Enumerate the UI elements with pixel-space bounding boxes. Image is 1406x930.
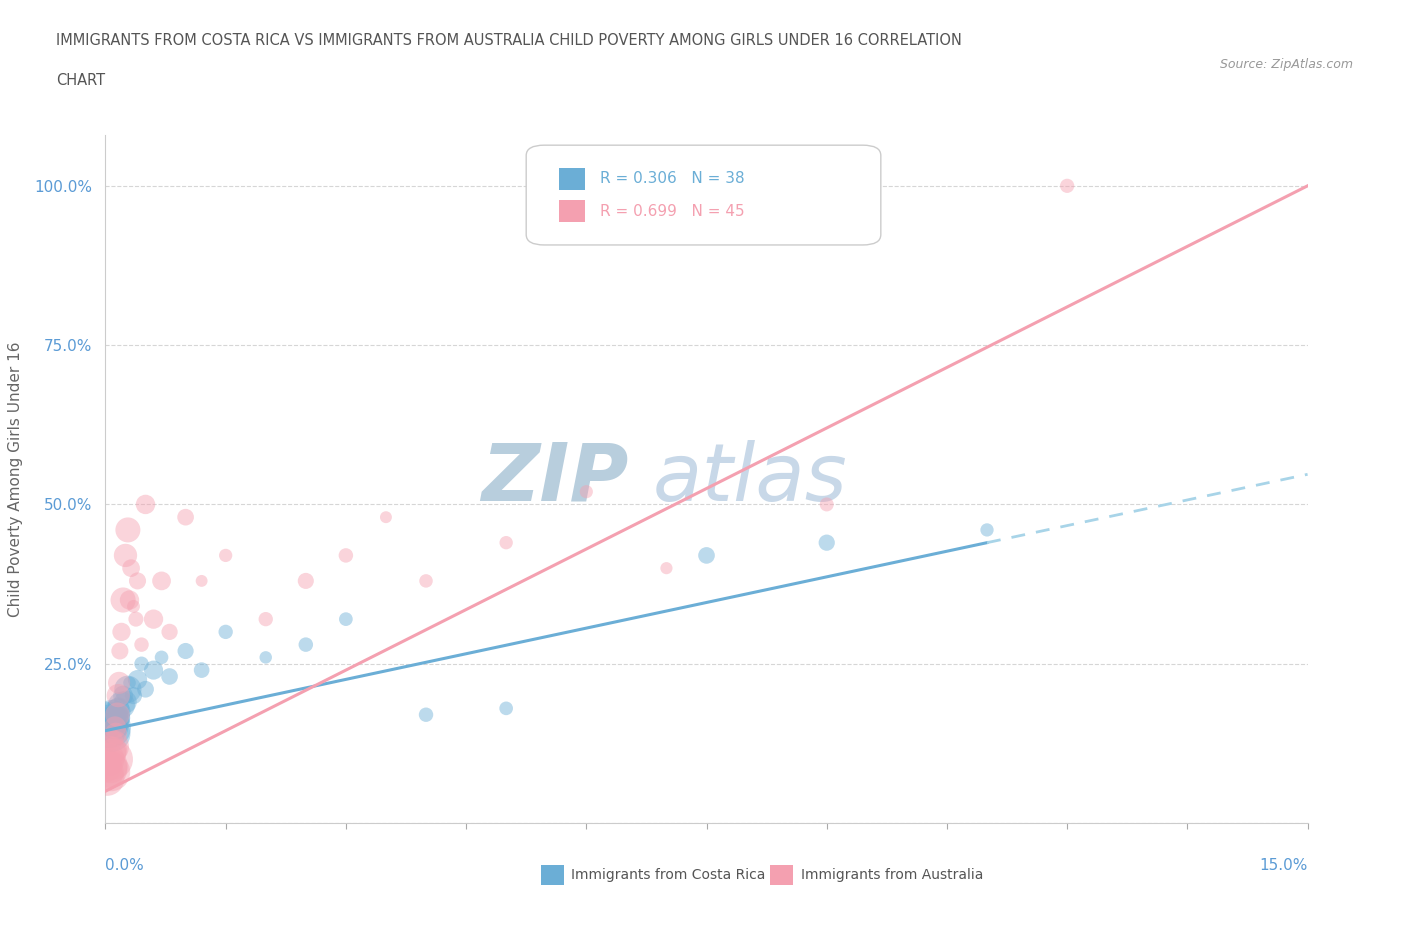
Point (112, 688, 135, 703)
Point (96, 758, 118, 773)
Point (101, 726, 124, 741)
Point (108, 675, 131, 690)
Text: ZIP: ZIP (481, 440, 628, 518)
Point (100, 764, 122, 779)
Point (98, 720, 121, 735)
Point (122, 688, 145, 703)
Text: 0.0%: 0.0% (105, 858, 145, 873)
Point (101, 751, 124, 766)
Point (135, 682, 157, 697)
FancyBboxPatch shape (526, 145, 880, 245)
Point (103, 742, 125, 757)
Point (374, 510, 396, 525)
Text: Immigrants from Costa Rica: Immigrants from Costa Rica (571, 868, 765, 883)
Point (815, 497, 838, 512)
Point (150, 574, 173, 589)
Point (107, 704, 129, 719)
Text: 15.0%: 15.0% (1260, 858, 1308, 873)
Point (696, 548, 718, 563)
Point (107, 688, 129, 703)
Point (495, 536, 517, 551)
Point (103, 733, 125, 748)
Point (104, 720, 127, 735)
Point (118, 675, 141, 690)
Point (110, 624, 132, 639)
Point (104, 720, 127, 735)
Point (96, 717, 118, 732)
Text: Immigrants from Australia: Immigrants from Australia (801, 868, 984, 883)
Text: R = 0.699   N = 45: R = 0.699 N = 45 (599, 204, 744, 219)
Point (190, 574, 212, 589)
Point (214, 548, 236, 563)
Point (97, 724, 120, 738)
Text: CHART: CHART (56, 73, 105, 88)
Point (101, 711, 124, 725)
Text: Source: ZipAtlas.com: Source: ZipAtlas.com (1219, 58, 1353, 71)
Point (295, 574, 318, 589)
Point (150, 650, 173, 665)
Point (335, 612, 357, 627)
Point (101, 739, 124, 754)
Point (94, 720, 117, 735)
Point (495, 701, 517, 716)
Point (1056, 179, 1078, 193)
Y-axis label: Child Poverty Among Girls Under 16: Child Poverty Among Girls Under 16 (8, 341, 22, 617)
Point (117, 682, 139, 697)
Point (108, 711, 131, 725)
Point (815, 536, 838, 551)
Point (159, 669, 181, 684)
Point (120, 561, 142, 576)
Point (335, 548, 357, 563)
Point (131, 637, 153, 652)
Point (142, 663, 165, 678)
Point (114, 548, 136, 563)
Point (655, 561, 678, 576)
Point (254, 612, 277, 627)
Text: R = 0.306   N = 38: R = 0.306 N = 38 (599, 171, 744, 186)
Point (104, 726, 127, 741)
Point (127, 574, 149, 589)
Text: IMMIGRANTS FROM COSTA RICA VS IMMIGRANTS FROM AUSTRALIA CHILD POVERTY AMONG GIRL: IMMIGRANTS FROM COSTA RICA VS IMMIGRANTS… (56, 33, 962, 47)
Point (98, 746, 121, 761)
Point (97, 751, 120, 766)
Point (159, 624, 181, 639)
Point (103, 717, 125, 732)
Point (104, 713, 127, 728)
Point (114, 695, 136, 710)
Point (415, 574, 437, 589)
Point (98, 758, 121, 773)
Point (142, 612, 165, 627)
Point (107, 701, 129, 716)
Point (122, 599, 145, 614)
Point (110, 698, 132, 712)
Point (108, 644, 131, 658)
Text: atlas: atlas (652, 440, 848, 518)
Point (295, 637, 318, 652)
Point (94, 764, 117, 779)
Point (112, 592, 135, 607)
Point (96, 771, 118, 786)
Point (174, 644, 197, 658)
Point (127, 672, 149, 687)
Point (118, 592, 141, 607)
Point (415, 708, 437, 723)
Point (214, 624, 236, 639)
Point (131, 657, 153, 671)
Point (108, 708, 131, 723)
Point (103, 708, 125, 723)
Point (98, 713, 121, 728)
Point (97, 762, 120, 777)
Bar (558, 200, 585, 222)
Point (174, 510, 197, 525)
Point (125, 612, 148, 627)
Point (107, 708, 129, 723)
Point (976, 523, 998, 538)
Point (190, 663, 212, 678)
Point (254, 650, 277, 665)
Point (135, 497, 157, 512)
Bar (558, 168, 585, 190)
Point (117, 523, 139, 538)
Point (575, 485, 598, 499)
